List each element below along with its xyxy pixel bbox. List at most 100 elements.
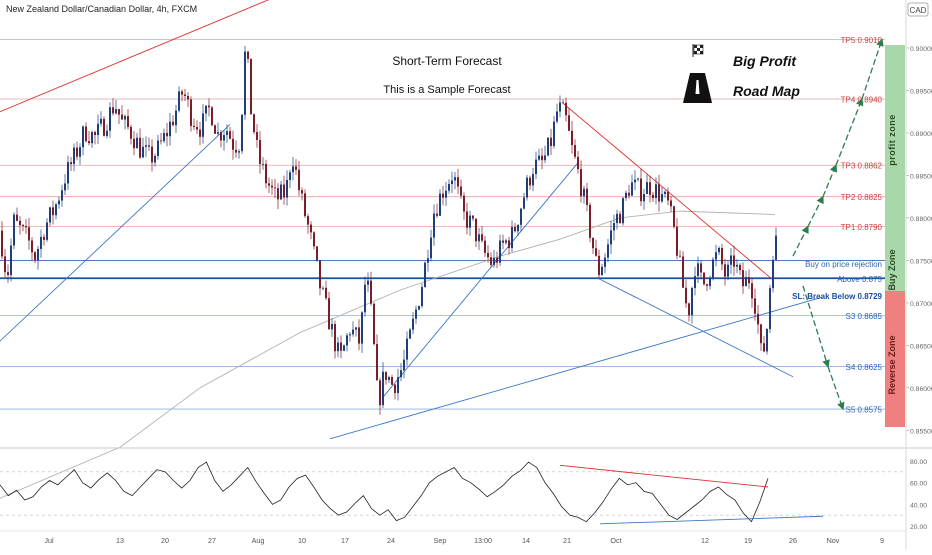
candle-body <box>574 145 576 157</box>
candle-body <box>169 121 171 137</box>
level-label: TP2 0.8825 <box>841 193 883 202</box>
candle-body <box>316 246 318 261</box>
candle-body <box>145 145 147 147</box>
candle-body <box>250 58 252 115</box>
candle-body <box>262 163 264 165</box>
candle-body <box>529 177 531 186</box>
candle-body <box>412 318 414 330</box>
candle-body <box>322 287 324 289</box>
forecast-arrow <box>802 285 830 368</box>
candle-body <box>391 377 393 385</box>
level-label: S4 0.8625 <box>846 363 883 372</box>
candle-body <box>427 258 429 263</box>
candle-body <box>109 107 111 131</box>
candle-body <box>760 324 762 344</box>
road-icon <box>683 73 712 103</box>
candle-body <box>43 236 45 240</box>
forecast-arrows <box>792 38 884 411</box>
candle-body <box>742 270 744 287</box>
candle-body <box>127 116 129 127</box>
candle-body <box>277 188 279 200</box>
candle-body <box>751 283 753 299</box>
candle-body <box>310 224 312 233</box>
candle-body <box>253 114 255 133</box>
candle-body <box>739 264 741 271</box>
candle-body <box>484 240 486 253</box>
candle-body <box>88 141 90 144</box>
candle-body <box>22 225 24 227</box>
candle-body <box>394 384 396 394</box>
candle-body <box>163 132 165 142</box>
candle-body <box>724 264 726 277</box>
level-label: TP4 0.8940 <box>841 95 883 104</box>
candle-body <box>205 105 207 114</box>
candle-body <box>130 126 132 139</box>
candle-body <box>355 327 357 330</box>
profit-zone-label: profit zone <box>887 114 897 166</box>
reverse-zone-band <box>885 291 905 427</box>
candle-body <box>31 240 33 253</box>
candle-body <box>598 255 600 276</box>
candle-body <box>307 216 309 225</box>
candle-body <box>352 329 354 335</box>
candle-body <box>775 235 777 260</box>
candle-body <box>655 184 657 198</box>
candle-body <box>280 184 282 200</box>
candle-body <box>25 226 27 228</box>
candle-body <box>193 125 195 127</box>
time-axis: Jul 13 20 27 Aug 10 17 24 Sep 13:00 14 21 Oct 12 19 26 N… <box>0 530 906 545</box>
currency-badge[interactable]: CAD <box>907 2 929 17</box>
candle-body <box>247 51 249 59</box>
candle-body <box>397 377 399 394</box>
candle-body <box>511 227 513 249</box>
candle-body <box>694 276 696 289</box>
candle-body <box>1 230 3 257</box>
x-tick-label: 10 <box>298 536 306 545</box>
candle-body <box>475 218 477 242</box>
candle-body <box>697 263 699 277</box>
candle-body <box>691 288 693 316</box>
candle-body <box>382 371 384 406</box>
above-note: Above 0.875 <box>837 275 882 284</box>
candle-body <box>160 140 162 142</box>
candle-body <box>82 126 84 148</box>
candle-body <box>763 343 765 352</box>
candle-body <box>568 115 570 131</box>
candle-body <box>85 126 87 142</box>
forecast-arrow <box>822 164 838 197</box>
candle-body <box>199 129 201 137</box>
x-tick-label: 24 <box>387 536 395 545</box>
candle-body <box>712 259 714 278</box>
candle-body <box>208 105 210 108</box>
candle-body <box>4 256 6 273</box>
candle-body <box>229 131 231 139</box>
forecast-arrow <box>835 97 864 166</box>
candle-body <box>463 195 465 212</box>
candle-body <box>235 149 237 153</box>
candle-body <box>553 121 555 147</box>
candle-body <box>601 266 603 276</box>
candle-body <box>415 309 417 319</box>
candle-body <box>418 306 420 310</box>
candle-body <box>364 284 366 313</box>
candle-body <box>112 107 114 114</box>
candle-body <box>91 132 93 144</box>
candle-body <box>301 190 303 194</box>
candle-body <box>271 185 273 188</box>
candle-body <box>469 215 471 228</box>
candle-body <box>175 110 177 126</box>
candle-body <box>664 191 666 195</box>
rsi-divergence-line <box>599 515 824 525</box>
candle-body <box>541 155 543 161</box>
candle-body <box>52 207 54 216</box>
candle-body <box>493 257 495 265</box>
candle-body <box>670 200 672 207</box>
x-tick-label: 14 <box>522 536 530 545</box>
